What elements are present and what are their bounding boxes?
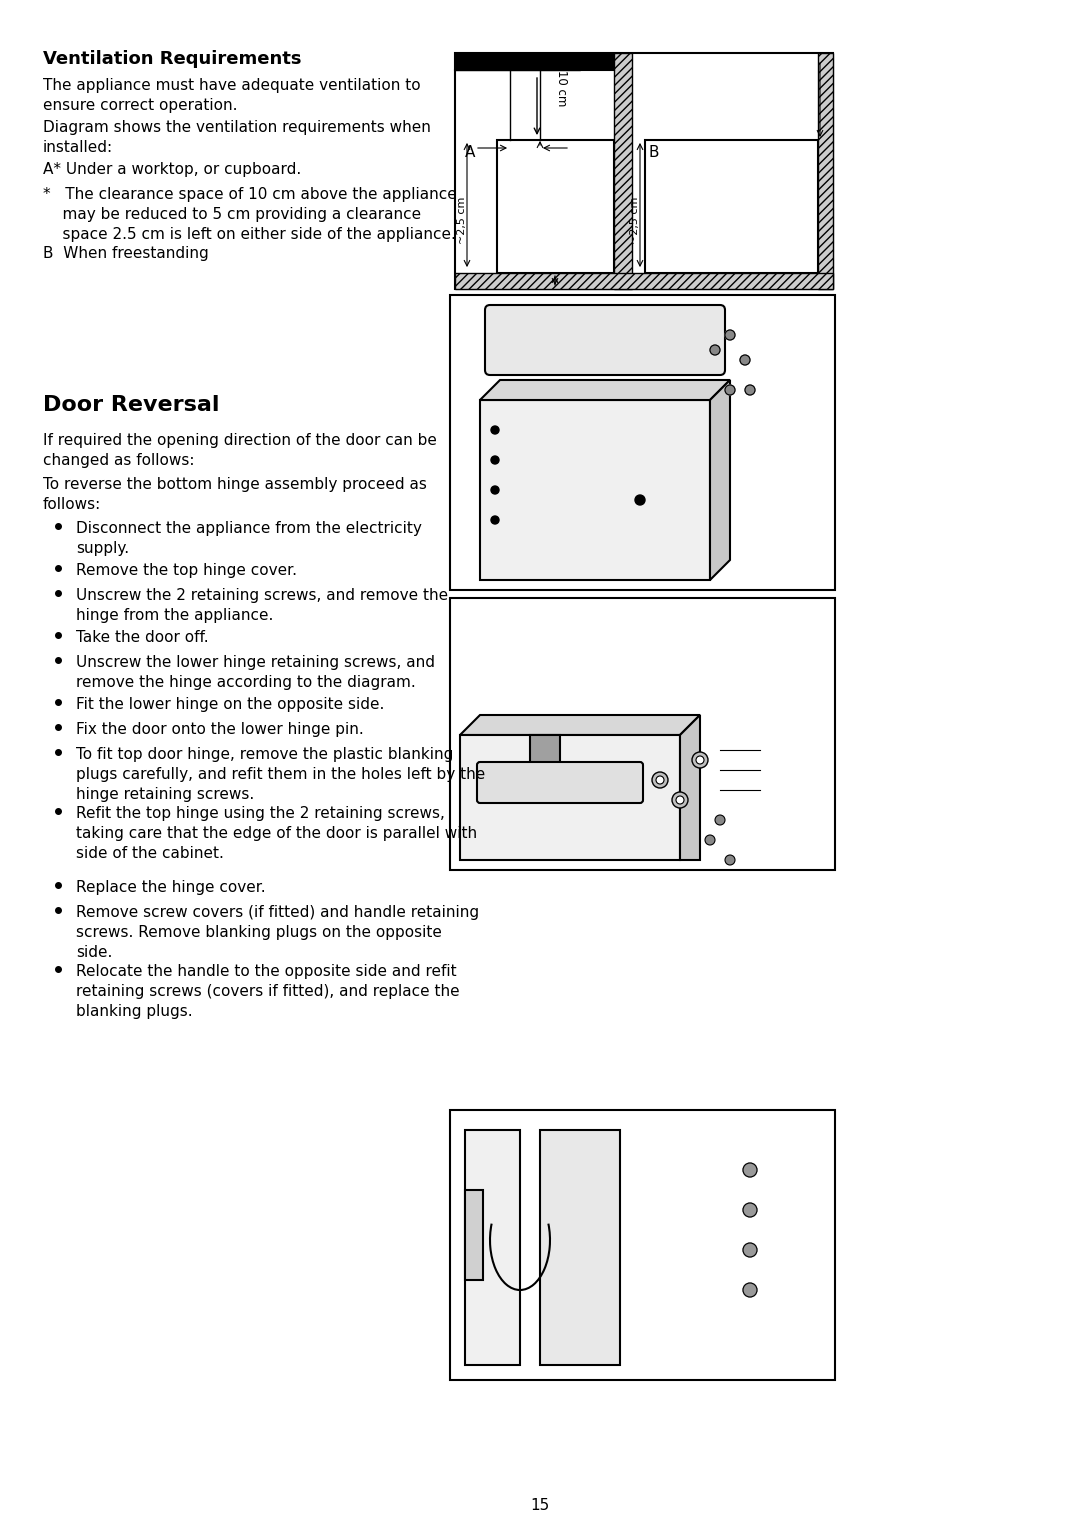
- Text: Remove screw covers (if fitted) and handle retaining
screws. Remove blanking plu: Remove screw covers (if fitted) and hand…: [76, 905, 480, 960]
- Circle shape: [743, 1242, 757, 1258]
- Polygon shape: [450, 295, 835, 590]
- Text: ~2,5 cm: ~2,5 cm: [630, 196, 640, 243]
- Circle shape: [725, 330, 735, 341]
- Circle shape: [743, 1284, 757, 1297]
- Circle shape: [692, 752, 708, 769]
- Circle shape: [745, 385, 755, 396]
- Circle shape: [725, 385, 735, 396]
- Polygon shape: [460, 715, 700, 735]
- Circle shape: [710, 345, 720, 354]
- Circle shape: [672, 792, 688, 808]
- Circle shape: [715, 814, 725, 825]
- Text: Ventilation Requirements: Ventilation Requirements: [43, 50, 301, 69]
- Polygon shape: [480, 380, 730, 400]
- Text: *   The clearance space of 10 cm above the appliance
    may be reduced to 5 cm : * The clearance space of 10 cm above the…: [43, 186, 457, 241]
- Polygon shape: [818, 53, 833, 289]
- Text: Fit the lower hinge on the opposite side.: Fit the lower hinge on the opposite side…: [76, 697, 384, 712]
- FancyBboxPatch shape: [477, 762, 643, 804]
- Polygon shape: [530, 735, 561, 770]
- Circle shape: [743, 1163, 757, 1177]
- Text: A: A: [465, 145, 475, 160]
- Text: A* Under a worktop, or cupboard.: A* Under a worktop, or cupboard.: [43, 162, 301, 177]
- Circle shape: [491, 455, 499, 465]
- Text: Disconnect the appliance from the electricity
supply.: Disconnect the appliance from the electr…: [76, 521, 422, 556]
- Text: Take the door off.: Take the door off.: [76, 630, 208, 645]
- Text: Replace the hinge cover.: Replace the hinge cover.: [76, 880, 266, 895]
- Polygon shape: [480, 400, 710, 581]
- Polygon shape: [615, 53, 632, 289]
- Circle shape: [491, 516, 499, 524]
- Text: Relocate the handle to the opposite side and refit
retaining screws (covers if f: Relocate the handle to the opposite side…: [76, 964, 460, 1019]
- Polygon shape: [455, 53, 615, 70]
- Text: Unscrew the lower hinge retaining screws, and
remove the hinge according to the : Unscrew the lower hinge retaining screws…: [76, 656, 435, 689]
- Polygon shape: [450, 597, 835, 869]
- Text: To reverse the bottom hinge assembly proceed as
follows:: To reverse the bottom hinge assembly pro…: [43, 477, 427, 512]
- Polygon shape: [460, 735, 680, 860]
- FancyBboxPatch shape: [485, 306, 725, 374]
- Polygon shape: [680, 715, 700, 860]
- Circle shape: [705, 834, 715, 845]
- Circle shape: [491, 486, 499, 494]
- Text: Refit the top hinge using the 2 retaining screws,
taking care that the edge of t: Refit the top hinge using the 2 retainin…: [76, 805, 477, 860]
- Polygon shape: [645, 141, 818, 274]
- Polygon shape: [450, 1109, 835, 1380]
- Polygon shape: [455, 53, 833, 289]
- Polygon shape: [455, 274, 833, 289]
- Polygon shape: [540, 1131, 620, 1365]
- Polygon shape: [465, 1190, 483, 1280]
- Text: To fit top door hinge, remove the plastic blanking
plugs carefully, and refit th: To fit top door hinge, remove the plasti…: [76, 747, 485, 802]
- Text: B  When freestanding: B When freestanding: [43, 246, 208, 261]
- Circle shape: [676, 796, 684, 804]
- Text: Fix the door onto the lower hinge pin.: Fix the door onto the lower hinge pin.: [76, 723, 364, 736]
- Text: ~2,5 cm: ~2,5 cm: [457, 196, 467, 243]
- Circle shape: [740, 354, 750, 365]
- Polygon shape: [497, 141, 615, 274]
- Text: Remove the top hinge cover.: Remove the top hinge cover.: [76, 562, 297, 578]
- Text: Door Reversal: Door Reversal: [43, 396, 219, 416]
- Circle shape: [725, 856, 735, 865]
- Circle shape: [491, 426, 499, 434]
- Text: ~10 cm: ~10 cm: [555, 60, 568, 107]
- Circle shape: [743, 1203, 757, 1216]
- Polygon shape: [465, 1131, 519, 1365]
- Polygon shape: [710, 380, 730, 581]
- Text: 15: 15: [530, 1497, 550, 1513]
- Text: Diagram shows the ventilation requirements when
installed:: Diagram shows the ventilation requiremen…: [43, 121, 431, 154]
- Circle shape: [696, 756, 704, 764]
- Circle shape: [656, 776, 664, 784]
- Circle shape: [652, 772, 669, 788]
- Text: B: B: [648, 145, 659, 160]
- Text: The appliance must have adequate ventilation to
ensure correct operation.: The appliance must have adequate ventila…: [43, 78, 420, 113]
- Text: If required the opening direction of the door can be
changed as follows:: If required the opening direction of the…: [43, 432, 437, 468]
- Circle shape: [635, 495, 645, 504]
- Text: Unscrew the 2 retaining screws, and remove the
hinge from the appliance.: Unscrew the 2 retaining screws, and remo…: [76, 588, 448, 623]
